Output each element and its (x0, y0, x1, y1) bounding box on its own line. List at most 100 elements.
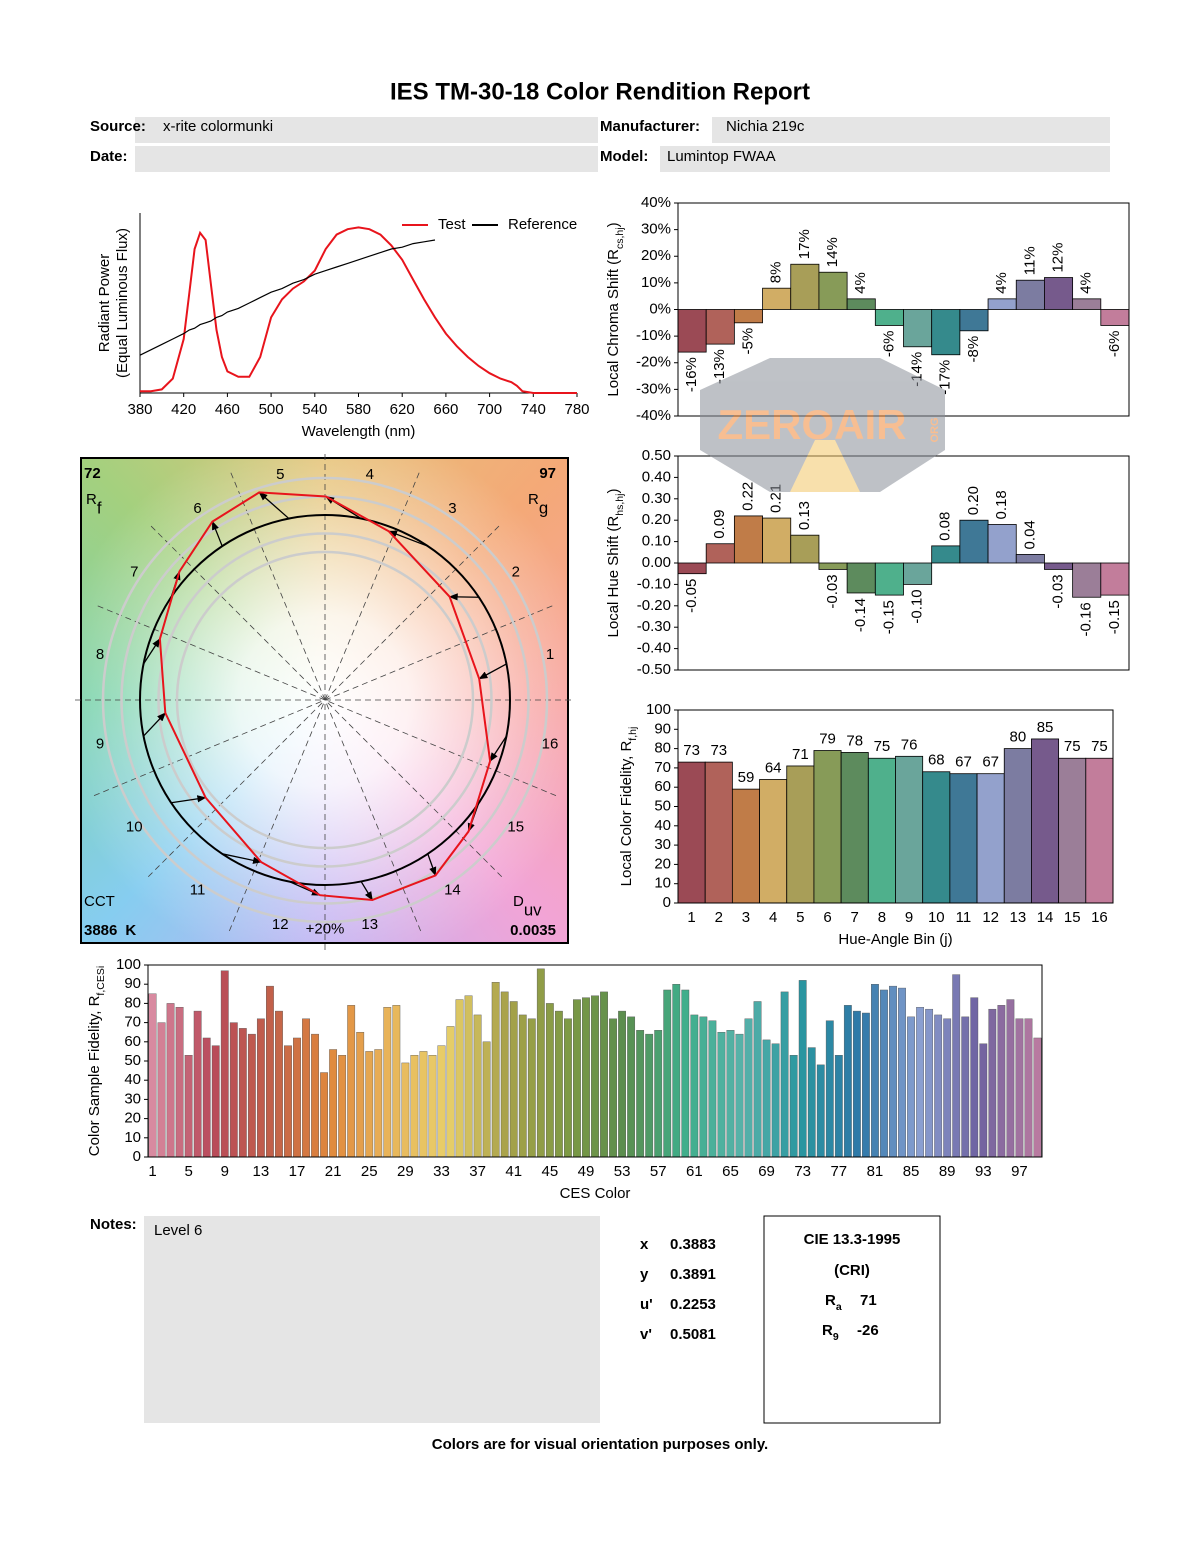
bar (898, 987, 906, 1158)
rf-label-main: R (86, 491, 97, 508)
spectrum-line (140, 226, 577, 394)
bar (284, 1045, 292, 1158)
bin-label: 2 (512, 564, 520, 581)
y-tick-label: -0.10 (637, 575, 671, 592)
value-label: 0.22 (739, 482, 756, 511)
bin-label: 15 (507, 818, 524, 835)
bin-label: 8 (96, 646, 104, 663)
y-axis-label-sub: f,CESi (95, 966, 107, 996)
shift-arrow (143, 712, 166, 737)
y-tick-label: 0.10 (642, 533, 671, 550)
x-tick-label: 460 (215, 401, 240, 418)
bar (871, 984, 879, 1158)
y-tick-label: 0.40 (642, 468, 671, 485)
bar (193, 1010, 202, 1158)
bar (446, 1026, 455, 1158)
y-tick-label: 20 (124, 1110, 141, 1127)
value-label: 14% (824, 237, 841, 267)
y-axis-label-end: ) (605, 489, 622, 494)
bar (780, 991, 789, 1158)
bar (672, 984, 681, 1158)
x-tick-label: 9 (221, 1163, 229, 1180)
bar (952, 974, 961, 1158)
x-tick-label: 41 (505, 1163, 522, 1180)
cct-label: CCT (84, 893, 115, 910)
bin-label: 4 (366, 466, 374, 483)
y-tick-label: 0.00 (642, 554, 671, 571)
bar (518, 1014, 527, 1158)
watermark-suffix: ORG (929, 417, 941, 442)
bar (500, 991, 509, 1158)
value-label: 4% (1078, 272, 1095, 294)
bar (600, 991, 608, 1158)
y-axis-label: Color Sample Fidelity, Rf,CESi (86, 966, 107, 1156)
x-tick-label: 97 (1011, 1163, 1028, 1180)
y-tick-label: 10 (654, 875, 671, 892)
bar (903, 562, 933, 585)
bar (762, 517, 792, 564)
x-tick-label: 13 (1010, 909, 1027, 926)
x-tick-label: 740 (521, 401, 546, 418)
x-tick-label: 780 (564, 401, 589, 418)
cri-r9-label: R9 (822, 1322, 839, 1343)
y-axis-note: (Equal Luminous Flux) (114, 228, 131, 378)
bin-label: 14 (444, 882, 461, 899)
bar (1003, 748, 1032, 904)
bin-label: 1 (546, 646, 554, 663)
x-tick-label: 580 (346, 401, 371, 418)
bar (987, 524, 1017, 564)
watermark-road (790, 440, 860, 492)
bar (473, 1014, 482, 1158)
field-label: Manufacturer: (600, 118, 700, 135)
bar (852, 1010, 861, 1158)
y-tick-label: 40% (641, 194, 671, 211)
bar (455, 999, 464, 1158)
bar (238, 1028, 247, 1158)
value-label: 0.20 (965, 486, 982, 515)
legend-label: Reference (508, 216, 577, 233)
field-value: x-rite colormunki (163, 118, 273, 135)
x-tick-label: 7 (851, 909, 859, 926)
bar (148, 993, 157, 1158)
y-tick-label: 40 (124, 1071, 141, 1088)
cri-subtitle: (CRI) (834, 1262, 870, 1279)
value-label: 0.18 (993, 490, 1010, 519)
bar (979, 1043, 988, 1158)
bar (1044, 277, 1074, 310)
bar (266, 985, 274, 1158)
y-tick-label: 0 (663, 894, 671, 911)
bar (627, 1016, 636, 1158)
x-tick-label: 9 (905, 909, 913, 926)
y-axis-label: Local Hue Shift (Rhs,hj) (605, 489, 626, 638)
bar (275, 1010, 283, 1158)
y-tick-label: 10 (124, 1129, 141, 1146)
duv-label-main: D (513, 893, 524, 910)
bar (618, 1010, 626, 1158)
notes-text: Level 6 (154, 1222, 202, 1239)
bar (916, 1007, 924, 1158)
cct-unit: K (125, 922, 136, 939)
bar (976, 773, 1005, 904)
y-tick-label: 30 (654, 836, 671, 853)
value-label: 73 (710, 742, 727, 759)
shift-arrow (222, 853, 263, 864)
bar (247, 1033, 256, 1158)
y-tick-label: 90 (124, 975, 141, 992)
bar (813, 750, 842, 904)
chromaticity-label: x (640, 1236, 649, 1253)
y-axis-label: Local Chroma Shift (Rcs,hj) (605, 222, 626, 396)
bar (645, 1033, 654, 1158)
bar (846, 562, 876, 594)
x-tick-label: 12 (982, 909, 999, 926)
bar (771, 1043, 780, 1158)
ring-label: +20% (306, 920, 345, 937)
value-label: -0.03 (1050, 574, 1067, 608)
rg-label-sub: g (539, 499, 548, 518)
y-axis-label-end: ) (605, 222, 622, 227)
notes-label: Notes: (90, 1216, 137, 1233)
bar (903, 309, 933, 348)
y-tick-label: 0.50 (642, 447, 671, 464)
field-label: Source: (90, 118, 146, 135)
bin-label: 10 (126, 818, 143, 835)
